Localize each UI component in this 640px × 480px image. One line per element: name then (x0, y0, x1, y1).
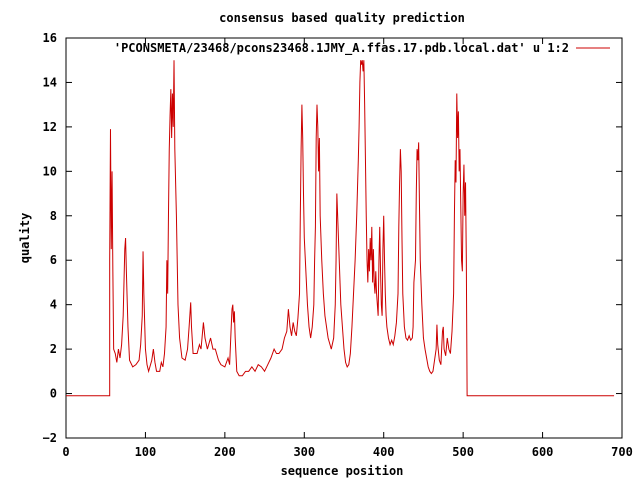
x-tick-label: 200 (214, 445, 236, 459)
y-tick-label: 8 (50, 209, 57, 223)
y-tick-label: 10 (43, 164, 57, 178)
series-layer (66, 60, 615, 397)
x-tick-label: 600 (532, 445, 554, 459)
legend: 'PCONSMETA/23468/pcons23468.1JMY_A.ffas.… (114, 41, 610, 56)
x-tick-label: 0 (62, 445, 69, 459)
plot-frame (65, 37, 623, 439)
y-tick-label: 4 (50, 298, 57, 312)
x-tick-label: 300 (293, 445, 315, 459)
y-axis-label: quality (18, 213, 32, 264)
y-tick-label: 6 (50, 253, 57, 267)
axis-ticks: 0 100 200 300 400 500 600 700 −2 0 2 4 6 8 10 12 14 16 (43, 31, 633, 459)
series-line (66, 60, 615, 397)
y-tick-label: 2 (50, 342, 57, 356)
x-tick-label: 100 (135, 445, 157, 459)
y-tick-label: 16 (43, 31, 57, 45)
y-tick-label: −2 (43, 431, 57, 445)
y-tick-label: 12 (43, 120, 57, 134)
x-tick-label: 400 (373, 445, 395, 459)
x-tick-label: 700 (611, 445, 633, 459)
x-tick-label: 500 (452, 445, 474, 459)
x-axis-label: sequence position (281, 464, 404, 478)
chart-title: consensus based quality prediction (219, 11, 465, 25)
y-tick-label: 0 (50, 387, 57, 401)
y-tick-label: 14 (43, 75, 57, 89)
legend-label: 'PCONSMETA/23468/pcons23468.1JMY_A.ffas.… (114, 41, 569, 56)
